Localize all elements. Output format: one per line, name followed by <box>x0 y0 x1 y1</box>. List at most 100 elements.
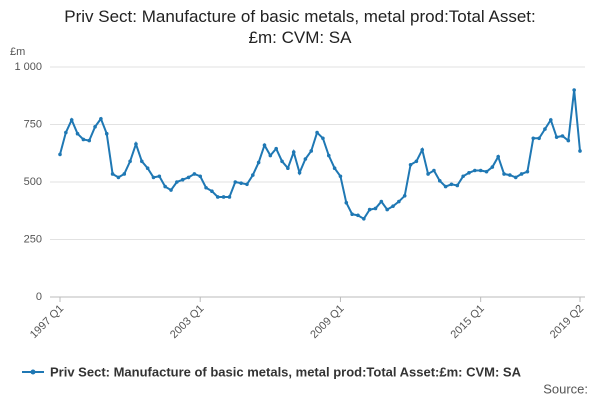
point <box>513 175 518 180</box>
point <box>502 172 506 176</box>
point <box>426 172 430 176</box>
point <box>227 195 232 199</box>
point <box>175 180 179 184</box>
y-tick-label: 250 <box>24 233 42 245</box>
point <box>134 142 138 146</box>
point <box>274 146 278 151</box>
point <box>204 185 208 190</box>
point <box>210 189 214 193</box>
point <box>180 177 185 182</box>
point <box>432 168 436 173</box>
point <box>531 136 536 141</box>
point <box>443 184 448 189</box>
point <box>373 206 378 211</box>
point <box>402 194 407 198</box>
point <box>525 169 530 174</box>
point <box>508 173 512 177</box>
y-tick-label: 500 <box>24 176 42 188</box>
point <box>572 88 576 92</box>
point <box>379 199 384 204</box>
point <box>169 188 173 192</box>
point <box>221 195 226 199</box>
x-tick-label: 2009 Q1 <box>308 303 346 341</box>
x-tick-label: 2019 Q2 <box>548 303 586 341</box>
point <box>198 174 203 179</box>
point <box>87 138 92 143</box>
point <box>116 175 121 180</box>
point <box>467 171 471 175</box>
y-tick-label: 0 <box>36 291 42 303</box>
point <box>297 171 302 175</box>
y-tick-label: 750 <box>24 118 42 130</box>
point <box>321 136 325 141</box>
point <box>256 160 261 165</box>
legend-label: Priv Sect: Manufacture of basic metals, … <box>50 364 522 379</box>
point <box>484 169 489 174</box>
point <box>554 135 559 139</box>
point <box>408 162 413 167</box>
point <box>93 125 97 129</box>
point <box>233 180 238 184</box>
point <box>291 150 296 154</box>
point <box>139 159 144 164</box>
point <box>122 172 127 176</box>
x-tick-label: 1997 Q1 <box>28 303 66 341</box>
point <box>490 165 495 169</box>
x-tick-label: 2015 Q1 <box>449 303 487 341</box>
point <box>186 175 191 180</box>
point <box>362 217 366 221</box>
point <box>268 153 273 158</box>
chart-title: Priv Sect: Manufacture of basic metals, … <box>64 7 536 47</box>
point <box>496 154 501 159</box>
point <box>104 131 109 136</box>
point <box>215 195 220 199</box>
point <box>58 152 62 157</box>
point <box>397 199 401 204</box>
legend-marker <box>30 369 36 375</box>
point <box>145 166 150 170</box>
point <box>245 182 249 187</box>
point <box>543 127 547 131</box>
y-tick-label: 1 000 <box>14 61 42 73</box>
point <box>332 166 337 170</box>
point <box>350 212 354 216</box>
point <box>69 118 74 122</box>
source: Source: <box>543 381 588 396</box>
point <box>128 159 132 164</box>
point <box>338 174 343 179</box>
point <box>461 174 465 179</box>
point <box>81 137 86 142</box>
point <box>309 149 314 153</box>
point <box>578 149 582 153</box>
point <box>367 207 372 212</box>
point <box>560 134 565 138</box>
point <box>151 175 156 180</box>
point <box>548 118 553 122</box>
point <box>157 174 162 179</box>
point <box>385 207 389 212</box>
point <box>239 181 243 185</box>
point <box>251 173 255 177</box>
point <box>356 213 360 218</box>
point <box>437 179 442 183</box>
point <box>64 130 68 135</box>
point <box>75 131 80 136</box>
point <box>280 159 284 164</box>
line <box>59 89 581 221</box>
point <box>262 143 267 147</box>
point <box>286 166 290 170</box>
point <box>163 184 167 189</box>
point <box>455 183 460 188</box>
point <box>473 168 477 173</box>
point <box>449 182 454 187</box>
point <box>303 157 308 161</box>
point <box>192 172 197 176</box>
y-axis-label: £m <box>10 46 25 58</box>
point <box>519 172 524 176</box>
point <box>414 159 419 164</box>
point <box>478 168 483 173</box>
point <box>566 138 571 143</box>
point <box>391 204 395 208</box>
